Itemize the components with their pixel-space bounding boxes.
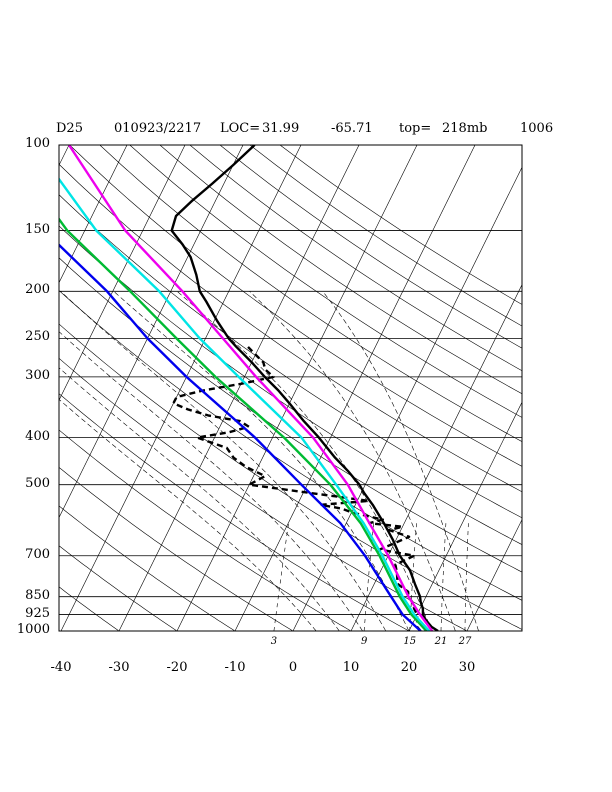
header-top-value: 218mb <box>442 121 488 136</box>
grid-lines <box>59 145 612 631</box>
pressure-tick-label: 925 <box>25 605 50 621</box>
dry-adiabat-line <box>59 357 468 631</box>
isotherm-line <box>350 284 522 631</box>
header-count: 1006 <box>520 121 554 136</box>
dry-adiabat-line <box>59 466 294 631</box>
series-line-4 <box>59 177 431 631</box>
pressure-tick-label: 500 <box>25 475 50 491</box>
dry-adiabat-line <box>129 145 522 418</box>
dry-adiabat-line <box>219 145 522 349</box>
isotherm-line <box>408 401 522 631</box>
isotherm-line <box>525 145 612 631</box>
dry-adiabat-line <box>59 323 522 630</box>
isotherm-line <box>466 518 522 631</box>
pressure-tick-label: 300 <box>25 367 50 383</box>
moist-adiabat-line <box>249 291 456 631</box>
dry-adiabat-line <box>59 163 522 493</box>
dry-adiabat-line <box>59 393 410 631</box>
isotherm-line <box>118 145 360 631</box>
dry-adiabat-line <box>189 145 522 372</box>
pressure-tick-label: 150 <box>25 221 50 237</box>
dry-adiabat-line <box>59 505 236 631</box>
series-line-0 <box>170 145 439 631</box>
series-line-5 <box>67 145 434 631</box>
moist-adiabat-line <box>176 291 433 631</box>
dry-adiabat-line <box>279 145 522 305</box>
mixing-ratio-label: 3 <box>270 636 278 647</box>
plot-frame <box>58 144 523 632</box>
mixing-ratio-label: 21 <box>434 636 448 647</box>
moist-adiabat-line <box>60 291 387 631</box>
isotherm-line <box>59 145 186 401</box>
header-station: D25 <box>56 121 83 136</box>
temperature-tick-label: 30 <box>458 660 476 675</box>
series-line-2 <box>59 243 422 631</box>
mixing-ratio-label: 27 <box>458 636 472 647</box>
header-loc-label: LOC= <box>220 121 261 136</box>
dry-adiabat-line <box>59 545 178 631</box>
pressure-tick-label: 850 <box>25 587 50 603</box>
temperature-tick-label: -30 <box>108 660 130 675</box>
pressure-tick-label: 400 <box>25 428 50 444</box>
pressure-tick-label: 250 <box>25 329 50 345</box>
isotherm-line <box>176 145 418 631</box>
header-top-label: top= <box>399 121 432 136</box>
moist-adiabat-line <box>322 291 479 631</box>
temperature-tick-label: 10 <box>342 660 360 675</box>
dry-adiabat-line <box>249 145 522 327</box>
temperature-tick-label: -40 <box>50 660 72 675</box>
header-lon: -65.71 <box>331 121 373 136</box>
isotherm-line <box>234 145 476 631</box>
temperature-tick-label: -20 <box>166 660 188 675</box>
dry-adiabat-line <box>99 145 522 442</box>
series-line-1 <box>172 345 422 631</box>
dry-adiabat-line <box>69 145 522 467</box>
pressure-tick-label: 100 <box>25 136 50 151</box>
isotherm-line <box>60 145 302 631</box>
pressure-tick-label: 1000 <box>16 622 50 637</box>
moist-adiabat-line <box>59 398 317 631</box>
sounding-profiles <box>59 145 439 631</box>
isotherm-line <box>59 145 128 284</box>
pressure-tick-label: 700 <box>25 546 50 562</box>
dry-adiabat-line <box>159 145 522 395</box>
isotherm-line <box>292 166 522 631</box>
header-datetime: 010923/2217 <box>114 121 202 136</box>
moist-adiabat-line <box>59 367 340 631</box>
dry-adiabat-line <box>59 225 522 545</box>
mixing-ratio-label: 9 <box>360 636 368 647</box>
pressure-tick-label: 200 <box>25 282 50 298</box>
temperature-tick-label: 0 <box>288 660 298 675</box>
header-lat: 31.99 <box>262 121 300 136</box>
isotherm-line <box>583 145 612 631</box>
temperature-tick-label: 20 <box>400 660 418 675</box>
isotherm-line <box>59 145 244 519</box>
moist-adiabat-line <box>59 331 363 631</box>
dry-adiabat-line <box>59 586 120 631</box>
mixing-ratio-label: 15 <box>403 636 417 647</box>
dry-adiabat-line <box>59 429 352 631</box>
dry-adiabat-line <box>59 257 522 573</box>
series-line-3 <box>59 217 428 631</box>
temperature-tick-label: -10 <box>224 660 246 675</box>
dry-adiabat-line <box>59 194 522 519</box>
